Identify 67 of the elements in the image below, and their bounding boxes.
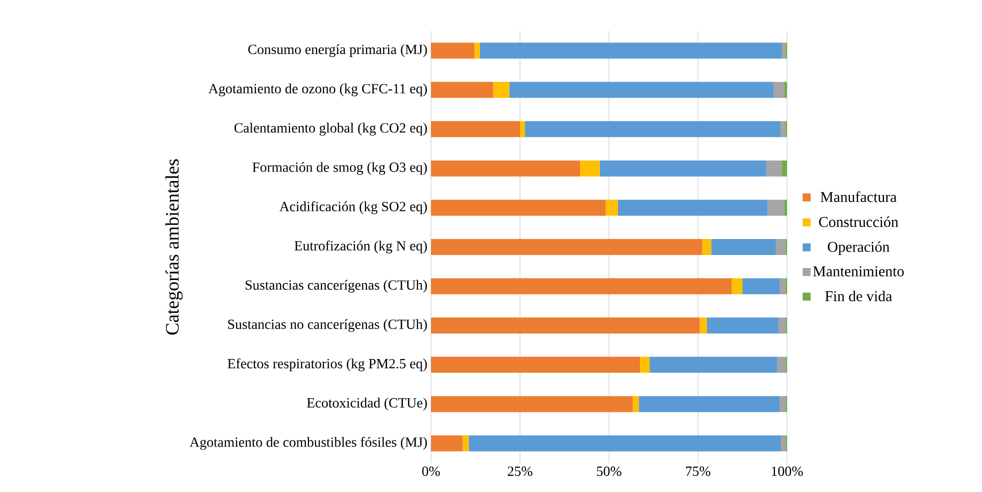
bar [767, 200, 784, 216]
bar [509, 82, 774, 98]
x-tick-label: 25% [508, 466, 532, 476]
bar [468, 435, 781, 452]
bar [431, 278, 732, 294]
x-tick-label: 50% [596, 466, 622, 476]
y-tick-label: Efectos respiratorios (kg PM2.5 eq) [228, 358, 427, 372]
y-tick-label: Agotamiento de ozono (kg CFC-11 eq) [208, 84, 427, 96]
bar [580, 160, 600, 176]
bar [640, 356, 650, 373]
bar [706, 318, 778, 334]
bar [780, 121, 786, 138]
bar [431, 396, 633, 412]
bar [431, 200, 606, 216]
bar [431, 435, 463, 452]
bar [632, 396, 639, 412]
bar [638, 396, 780, 412]
bar [431, 318, 700, 334]
y-tick-label: Sustancias no cancerígenas (CTUh) [228, 319, 427, 332]
y-tick-label: Agotamiento de combustibles fósiles (MJ) [190, 436, 427, 450]
bar [702, 238, 712, 255]
bar [618, 200, 768, 216]
legend-label: Fin de vida [825, 290, 892, 302]
bar [431, 121, 520, 138]
bar [524, 121, 781, 138]
bar [780, 278, 786, 294]
bar [431, 238, 702, 255]
y-tick-label: Formación de smog (kg O3 eq) [252, 162, 427, 175]
bar [650, 356, 778, 373]
x-tick-label: 100% [772, 466, 803, 476]
y-tick-label: Ecotoxicidad (CTUe) [306, 398, 427, 410]
bar [777, 356, 786, 373]
bar [474, 42, 480, 59]
bar [493, 82, 510, 98]
bar [480, 42, 782, 59]
bar [780, 435, 786, 452]
bar [776, 238, 786, 255]
x-tick-label: 75% [686, 466, 710, 476]
bar [431, 82, 494, 98]
y-tick-label: Sustancias cancerígenas (CTUh) [246, 280, 427, 293]
bar [600, 160, 766, 176]
bar [431, 356, 640, 373]
bar [766, 160, 782, 176]
bar [711, 238, 776, 255]
y-tick-label: Acidificación (kg SO2 eq) [279, 201, 427, 214]
bar [732, 278, 742, 294]
bar [520, 121, 525, 138]
bar [606, 200, 618, 216]
bar [778, 318, 786, 334]
bar [782, 42, 786, 59]
bar [742, 278, 780, 294]
bar [431, 160, 580, 176]
legend-label: Manufactura [820, 191, 897, 202]
legend-label: Mantenimiento [813, 266, 904, 276]
bar [431, 42, 474, 59]
legend-label: Operación [828, 241, 890, 255]
bar [773, 82, 784, 98]
y-tick-label: Calentamiento global (kg CO2 eq) [234, 122, 427, 136]
bar [700, 318, 707, 334]
legend-label: Construcción [819, 216, 898, 227]
bar [782, 160, 787, 176]
y-tick-label: Eutrofización (kg N eq) [294, 240, 427, 254]
bar [462, 435, 469, 452]
y-axis-title: Categorías ambientales [165, 159, 183, 335]
y-tick-label: Consumo energía primaria (MJ) [248, 44, 427, 58]
x-tick-label: 0% [422, 466, 440, 476]
bar [780, 396, 786, 412]
